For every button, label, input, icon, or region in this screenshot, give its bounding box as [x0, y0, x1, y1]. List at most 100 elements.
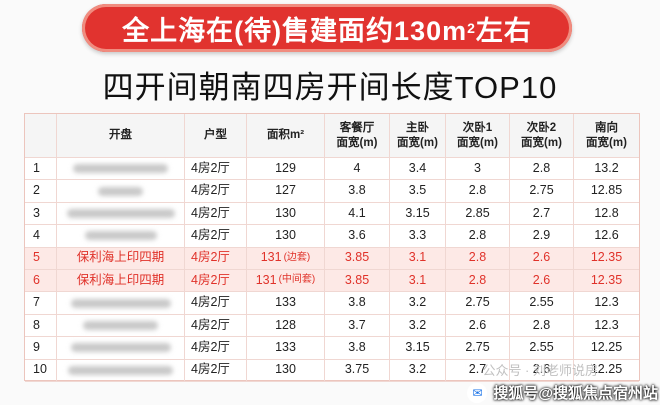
area-value: 129 [247, 158, 325, 180]
south-width: 12.25 [590, 362, 623, 377]
blurred-project-name [84, 231, 157, 241]
table-row: 10 4房2厅 130 3.75 3.2 2.7 2.6 12.25 [25, 359, 639, 382]
header-area: 面积m² [247, 114, 325, 157]
master-width: 3.5 [390, 180, 446, 202]
area-number: 130 [275, 205, 296, 220]
bedroom1-width: 2.8 [446, 247, 510, 269]
bedroom2-width: 2.7 [510, 202, 574, 225]
header-layout: 户型 [185, 114, 247, 157]
ranking-table: 开盘 户型 面积m² 客餐厅 面宽(m) 主卧 面宽(m) 次卧1 面宽(m) 次卧2 面宽… [24, 113, 640, 382]
header-south-width: 南向 面宽(m) [586, 122, 627, 149]
banner-text: 全上海在(待)售建面约130m [122, 15, 468, 46]
area-value: 131 (边套) [247, 247, 325, 269]
area-number: 133 [275, 340, 296, 355]
south-width: 12.8 [594, 205, 619, 220]
top-banner: 全上海在(待)售建面约130m 2 左右 [82, 4, 572, 52]
master-width: 3.2 [390, 314, 446, 337]
row-index: 3 [25, 202, 57, 225]
south-width: 12.35 [590, 250, 623, 265]
project-name [57, 158, 185, 180]
project-name [57, 292, 185, 314]
layout-type: 4房2厅 [185, 292, 247, 314]
living-width: 3.7 [325, 314, 390, 337]
project-name [57, 180, 185, 202]
layout-type: 4房2厅 [185, 158, 247, 180]
area-note: (边套) [283, 252, 311, 264]
master-width: 3.1 [390, 270, 446, 292]
faint-overlay-text: 公众号 · 刘老师说房 [482, 363, 598, 378]
blurred-project-name [98, 186, 143, 196]
area-value: 128 [247, 314, 325, 337]
bedroom1-width: 2.8 [446, 270, 510, 292]
bedroom2-width: 2.9 [510, 225, 574, 247]
header-index [25, 114, 57, 157]
layout-type: 4房2厅 [185, 359, 247, 381]
south-width: 12.3 [594, 295, 619, 310]
master-width: 3.15 [390, 337, 446, 359]
project-name [57, 337, 185, 359]
south-width: 12.25 [590, 340, 623, 355]
bedroom1-width: 2.8 [446, 225, 510, 247]
area-value: 130 [247, 225, 325, 247]
header-bedroom2-width: 次卧2 面宽(m) [510, 114, 574, 157]
page-title: 四开间朝南四房开间长度TOP10 [102, 70, 558, 105]
table-row: 7 4房2厅 133 3.8 3.2 2.75 2.55 12.3 [25, 292, 639, 315]
row-index: 5 [25, 247, 57, 269]
row-index: 1 [25, 158, 57, 180]
area-value: 130 [247, 202, 325, 225]
header-master-width: 主卧 面宽(m) [390, 114, 446, 157]
master-width: 3.4 [390, 158, 446, 180]
area-number: 133 [275, 295, 296, 310]
bedroom2-width: 2.55 [510, 337, 574, 359]
living-width: 3.85 [325, 270, 390, 292]
watermark-text: 搜狐号@搜狐焦点宿州站 [493, 385, 658, 402]
project-name [57, 359, 185, 381]
area-value: 133 [247, 337, 325, 359]
living-width: 4.1 [325, 202, 390, 225]
layout-type: 4房2厅 [185, 180, 247, 202]
layout-type: 4房2厅 [185, 270, 247, 292]
bedroom1-width: 2.75 [446, 337, 510, 359]
blurred-project-name [66, 208, 175, 218]
layout-type: 4房2厅 [185, 247, 247, 269]
south-width: 12.6 [594, 228, 619, 243]
area-value: 130 [247, 359, 325, 381]
row-index: 9 [25, 337, 57, 359]
banner-suffix: 左右 [475, 15, 532, 46]
banner-sup: 2 [467, 20, 476, 36]
project-name: 保利海上印四期 [57, 247, 185, 269]
area-value: 133 [247, 292, 325, 314]
living-width: 4 [325, 158, 390, 180]
bedroom1-width: 2.85 [446, 202, 510, 225]
area-number: 130 [275, 362, 296, 377]
area-number: 130 [275, 228, 296, 243]
header-project: 开盘 [57, 114, 185, 157]
south-width: 12.35 [590, 272, 623, 287]
row-index: 4 [25, 225, 57, 247]
table-header-row: 开盘 户型 面积m² 客餐厅 面宽(m) 主卧 面宽(m) 次卧1 面宽(m) 次卧2 面宽… [25, 114, 639, 158]
area-number: 128 [275, 317, 296, 332]
row-index: 7 [25, 292, 57, 314]
table-row: 9 4房2厅 133 3.8 3.15 2.75 2.55 12.25 [25, 337, 639, 360]
master-width: 3.2 [390, 359, 446, 381]
living-width: 3.8 [325, 180, 390, 202]
area-number: 127 [275, 183, 296, 198]
south-width: 13.2 [594, 160, 619, 175]
blurred-project-name [68, 365, 173, 375]
bedroom1-width: 2.6 [446, 314, 510, 337]
layout-type: 4房2厅 [185, 202, 247, 225]
south-width: 12.3 [594, 317, 619, 332]
blurred-project-name [83, 320, 158, 330]
sohu-logo-icon: ✉ [467, 382, 488, 403]
area-note: (中间套) [278, 274, 316, 286]
master-width: 3.2 [390, 292, 446, 314]
row-index: 2 [25, 180, 57, 202]
table-row: 4 4房2厅 130 3.6 3.3 2.8 2.9 12.6 [25, 225, 639, 248]
master-width: 3.3 [390, 225, 446, 247]
living-width: 3.6 [325, 225, 390, 247]
area-value: 127 [247, 180, 325, 202]
watermark: ✉ 搜狐号@搜狐焦点宿州站 [467, 382, 658, 403]
bedroom1-width: 3 [446, 158, 510, 180]
blurred-project-name [70, 343, 171, 353]
